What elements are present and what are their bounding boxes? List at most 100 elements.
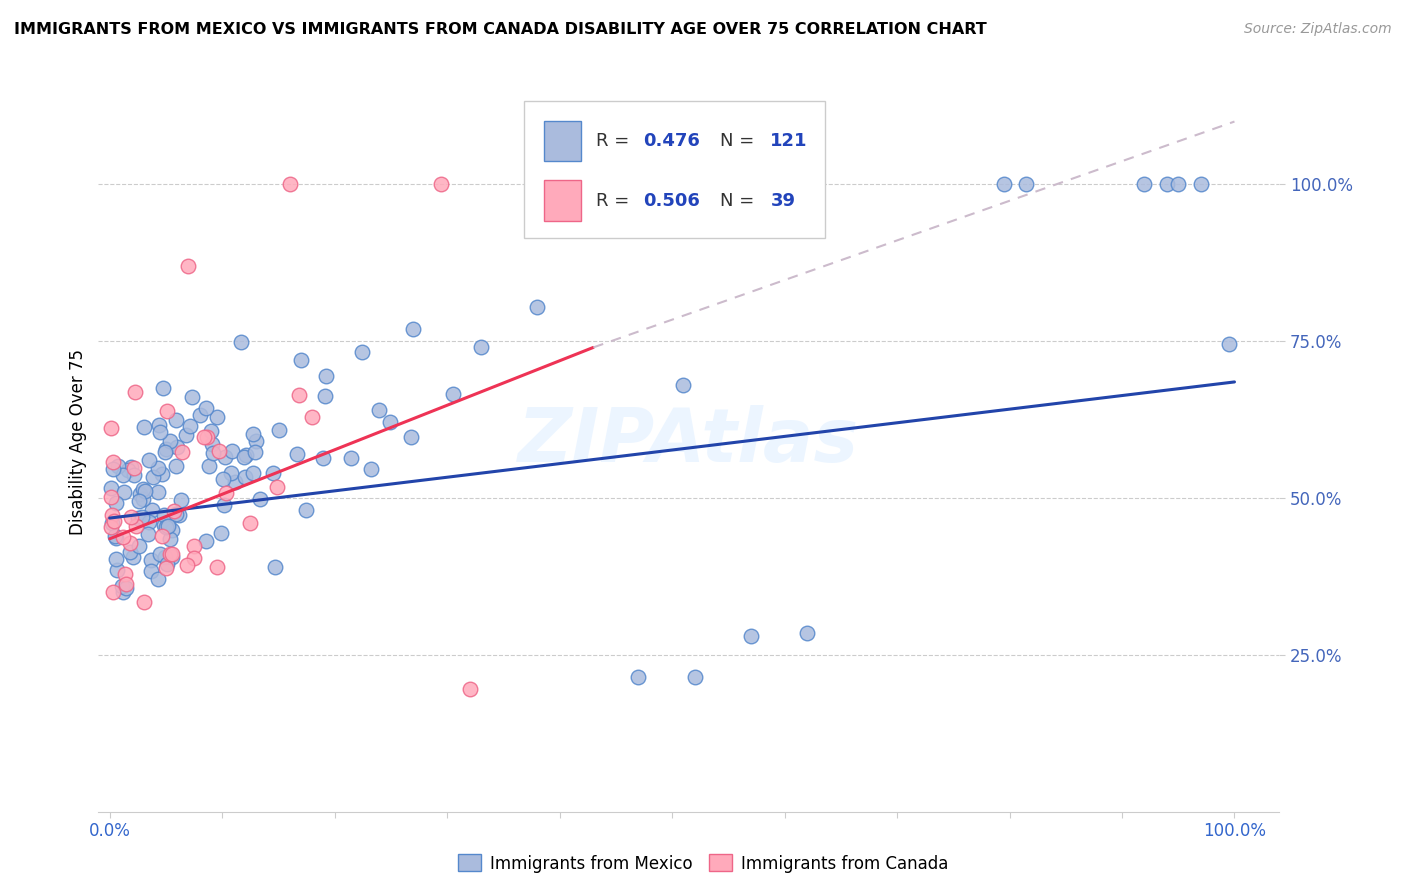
Point bbox=[155, 445, 177, 459]
Point bbox=[1015, 178, 1038, 192]
Point bbox=[103, 529, 125, 543]
Point bbox=[266, 480, 288, 494]
Point bbox=[198, 459, 221, 474]
Point bbox=[368, 402, 391, 417]
Point bbox=[245, 434, 267, 449]
Point bbox=[197, 430, 219, 444]
Point bbox=[174, 428, 197, 442]
Point bbox=[214, 450, 236, 464]
Point bbox=[118, 536, 141, 550]
Point bbox=[105, 531, 128, 545]
Point bbox=[209, 525, 232, 540]
Point bbox=[249, 491, 271, 506]
Point bbox=[242, 467, 264, 481]
Point bbox=[193, 430, 215, 444]
Point bbox=[120, 510, 142, 524]
Text: 0.476: 0.476 bbox=[643, 132, 700, 150]
Point bbox=[430, 178, 453, 192]
Point bbox=[278, 178, 301, 192]
Point bbox=[112, 485, 135, 500]
Point bbox=[104, 552, 127, 566]
Point bbox=[993, 178, 1015, 192]
Point bbox=[103, 455, 125, 469]
Text: IMMIGRANTS FROM MEXICO VS IMMIGRANTS FROM CANADA DISABILITY AGE OVER 75 CORRELAT: IMMIGRANTS FROM MEXICO VS IMMIGRANTS FRO… bbox=[14, 22, 987, 37]
Point bbox=[114, 567, 136, 582]
Point bbox=[160, 550, 183, 565]
Point bbox=[224, 475, 246, 490]
Point bbox=[221, 443, 243, 458]
Point bbox=[152, 381, 174, 395]
Point bbox=[157, 516, 180, 531]
Point bbox=[100, 421, 122, 435]
Point bbox=[231, 334, 253, 349]
Point bbox=[117, 463, 139, 477]
Text: N =: N = bbox=[720, 192, 759, 210]
Point bbox=[526, 300, 548, 314]
Point bbox=[128, 539, 150, 553]
Point bbox=[132, 482, 155, 496]
Point bbox=[401, 430, 423, 444]
Point bbox=[212, 471, 235, 485]
Point bbox=[155, 442, 177, 456]
Point bbox=[139, 552, 162, 566]
Point bbox=[208, 444, 231, 458]
Point bbox=[235, 448, 257, 462]
Point bbox=[120, 545, 142, 559]
Point bbox=[103, 462, 125, 476]
Point bbox=[103, 514, 125, 528]
FancyBboxPatch shape bbox=[523, 101, 825, 238]
Point bbox=[105, 563, 128, 577]
Point bbox=[195, 533, 218, 548]
Point bbox=[163, 504, 186, 518]
Point bbox=[122, 461, 145, 475]
Point bbox=[155, 561, 177, 575]
Point bbox=[156, 557, 179, 571]
Point bbox=[111, 467, 134, 482]
Point bbox=[107, 459, 129, 474]
Point bbox=[179, 419, 201, 434]
Text: 39: 39 bbox=[770, 192, 796, 210]
Point bbox=[295, 503, 318, 517]
Point bbox=[243, 445, 266, 459]
Point bbox=[146, 461, 169, 475]
Point bbox=[796, 626, 818, 640]
Point bbox=[156, 403, 179, 417]
Point bbox=[181, 390, 204, 404]
Point bbox=[233, 469, 256, 483]
Point bbox=[1189, 178, 1212, 192]
Y-axis label: Disability Age Over 75: Disability Age Over 75 bbox=[69, 349, 87, 534]
Point bbox=[122, 549, 145, 564]
Point bbox=[219, 466, 242, 480]
Point bbox=[312, 451, 335, 466]
Point bbox=[262, 466, 284, 480]
Point bbox=[100, 508, 122, 523]
Point bbox=[339, 450, 361, 465]
Point bbox=[672, 378, 695, 392]
Point bbox=[141, 565, 163, 579]
Point bbox=[165, 507, 187, 521]
Point bbox=[100, 481, 122, 495]
Point bbox=[129, 487, 152, 501]
Point bbox=[264, 560, 287, 574]
Point bbox=[301, 410, 323, 425]
Point bbox=[202, 446, 225, 460]
Point bbox=[115, 577, 138, 591]
Point bbox=[101, 516, 124, 530]
Point bbox=[242, 426, 264, 441]
Point bbox=[740, 629, 762, 643]
Point bbox=[165, 413, 187, 427]
Point bbox=[125, 519, 148, 533]
Point bbox=[314, 389, 336, 403]
Text: 121: 121 bbox=[770, 132, 808, 150]
Point bbox=[150, 467, 173, 482]
Point bbox=[170, 493, 193, 508]
Point bbox=[200, 424, 222, 438]
Point bbox=[159, 547, 181, 561]
Text: ZIPAtlas: ZIPAtlas bbox=[519, 405, 859, 478]
Point bbox=[148, 418, 170, 433]
Point bbox=[100, 520, 122, 534]
Point bbox=[149, 425, 172, 440]
Point bbox=[166, 440, 188, 454]
Point bbox=[105, 495, 128, 509]
Point bbox=[183, 539, 205, 553]
